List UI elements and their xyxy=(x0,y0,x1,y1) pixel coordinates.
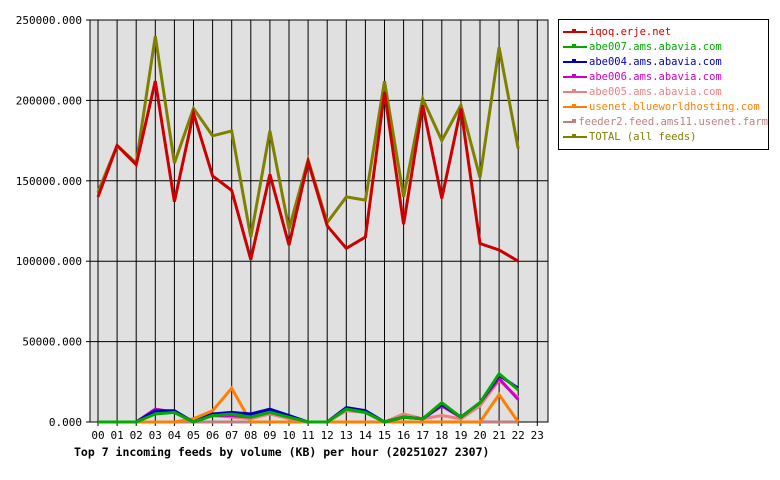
legend-label: TOTAL (all feeds) xyxy=(589,130,697,143)
x-tick-label: 16 xyxy=(397,429,410,442)
legend-line-marker-icon xyxy=(563,43,587,51)
y-tick-label: 200000.000 xyxy=(16,94,82,107)
x-tick-label: 22 xyxy=(512,429,525,442)
legend-line-marker-icon xyxy=(563,103,587,111)
y-axis: 0.000 50000.000 100000.000 150000.000 200000… xyxy=(16,14,90,429)
series-line-abe007-ams-abavia-com xyxy=(98,371,520,424)
legend-line-marker-icon xyxy=(563,58,587,66)
legend-item: feeder2.feed.ams11.usenet.farm xyxy=(563,114,768,129)
x-tick-label: 05 xyxy=(187,429,200,442)
x-tick-label: 20 xyxy=(473,429,486,442)
x-tick-label: 08 xyxy=(244,429,257,442)
legend-item: abe005.ams.abavia.com xyxy=(563,84,768,99)
series-line-iqoq-erje-net xyxy=(96,80,519,263)
legend-line-marker-icon xyxy=(563,133,587,141)
legend: iqoq.erje.net abe007.ams.abavia.com abe004… xyxy=(558,19,769,150)
legend-item: iqoq.erje.net xyxy=(563,24,768,39)
legend-line-marker-icon xyxy=(563,88,587,96)
x-tick-label: 01 xyxy=(110,429,123,442)
x-tick-label: 11 xyxy=(301,429,314,442)
legend-line-marker-icon xyxy=(563,118,577,126)
legend-label: abe005.ams.abavia.com xyxy=(589,85,722,98)
y-tick-label: 250000.000 xyxy=(16,14,82,27)
x-tick-label: 04 xyxy=(168,429,182,442)
x-tick-label: 03 xyxy=(149,429,162,442)
y-tick-label: 0.000 xyxy=(49,416,82,429)
y-tick-label: 50000.000 xyxy=(22,336,82,349)
legend-line-marker-icon xyxy=(563,28,587,36)
legend-label: feeder2.feed.ams11.usenet.farm xyxy=(578,115,768,128)
legend-label: abe004.ams.abavia.com xyxy=(589,55,722,68)
x-tick-label: 10 xyxy=(282,429,295,442)
y-tick-label: 100000.000 xyxy=(16,255,82,268)
x-tick-label: 19 xyxy=(454,429,467,442)
x-tick-label: 07 xyxy=(225,429,238,442)
chart-title: Top 7 incoming feeds by volume (KB) per … xyxy=(74,445,489,459)
x-tick-label: 00 xyxy=(91,429,104,442)
plot-area xyxy=(89,19,549,423)
legend-item: usenet.blueworldhosting.com xyxy=(563,99,768,114)
legend-item: abe004.ams.abavia.com xyxy=(563,54,768,69)
legend-label: usenet.blueworldhosting.com xyxy=(589,100,760,113)
x-tick-label: 17 xyxy=(416,429,429,442)
legend-label: abe006.ams.abavia.com xyxy=(589,70,722,83)
legend-item: abe007.ams.abavia.com xyxy=(563,39,768,54)
x-tick-label: 13 xyxy=(340,429,353,442)
legend-item: TOTAL (all feeds) xyxy=(563,129,768,144)
x-tick-label: 06 xyxy=(206,429,219,442)
x-tick-label: 15 xyxy=(378,429,391,442)
legend-item: abe006.ams.abavia.com xyxy=(563,69,768,84)
x-tick-label: 02 xyxy=(130,429,143,442)
x-tick-label: 09 xyxy=(263,429,276,442)
y-tick-label: 150000.000 xyxy=(16,175,82,188)
x-tick-label: 18 xyxy=(435,429,448,442)
x-tick-label: 12 xyxy=(321,429,334,442)
x-tick-label: 21 xyxy=(492,429,505,442)
x-tick-label: 23 xyxy=(531,429,544,442)
x-tick-label: 14 xyxy=(359,429,373,442)
legend-line-marker-icon xyxy=(563,73,587,81)
x-axis: 00 01 02 03 04 05 06 07 08 09 10 11 12 13 14 15 16 17 18 19… xyxy=(91,422,544,442)
legend-label: iqoq.erje.net xyxy=(589,25,672,38)
series-lines xyxy=(96,35,520,424)
legend-label: abe007.ams.abavia.com xyxy=(589,40,722,53)
